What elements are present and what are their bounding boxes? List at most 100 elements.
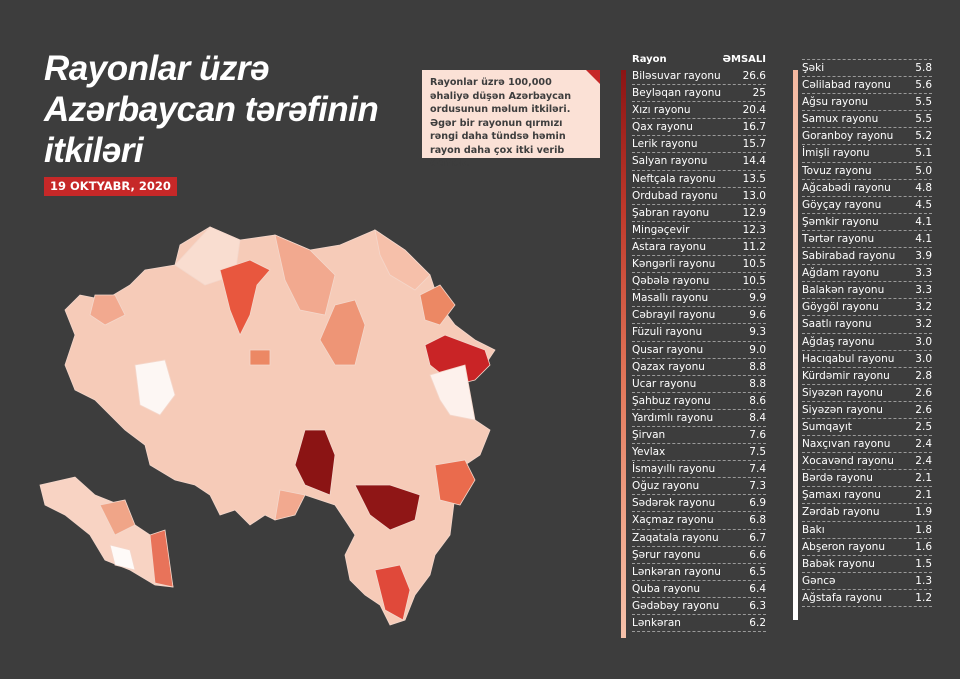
table-row: Ağdaş rayonu 3.0 xyxy=(802,334,932,351)
table-row: Zərdab rayonu 1.9 xyxy=(802,504,932,522)
table-row: Xaçmaz rayonu 6.8 xyxy=(632,512,766,530)
ratio-value: 3.0 xyxy=(915,352,932,365)
info-text: Rayonlar üzrə 100,000 əhaliyə düşən Azər… xyxy=(430,77,572,169)
corner-triangle-icon xyxy=(586,70,600,84)
title-line: Rayonlar üzrə xyxy=(44,49,269,88)
district-name: Göyçay rayonu xyxy=(802,198,882,211)
ratio-value: 7.3 xyxy=(749,480,766,493)
ratio-value: 3.3 xyxy=(915,284,932,297)
district-name: Ağstafa rayonu xyxy=(802,591,883,604)
district-name: Bərdə rayonu xyxy=(802,472,873,485)
district-name: Bakı xyxy=(802,523,825,536)
table-row: Salyan rayonu 14.4 xyxy=(632,153,766,171)
map-region xyxy=(249,349,271,366)
table-row: Abşeron rayonu 1.6 xyxy=(802,539,932,556)
district-name: Beyləqan rayonu xyxy=(632,87,722,100)
table-row: İsmayıllı rayonu 7.4 xyxy=(632,461,766,479)
table-row: Şərur rayonu 6.6 xyxy=(632,547,766,564)
table-row: Kürdəmir rayonu 2.8 xyxy=(802,368,932,385)
table-row: Qəbələ rayonu 10.5 xyxy=(632,273,766,291)
district-name: Siyəzən rayonu xyxy=(802,403,883,416)
district-name: Göygöl rayonu xyxy=(802,301,879,314)
map-region xyxy=(274,234,336,316)
district-name: Masallı rayonu xyxy=(632,292,709,305)
map-region xyxy=(374,229,431,291)
ratio-value: 9.0 xyxy=(749,343,766,356)
ratio-value: 3.0 xyxy=(915,335,932,348)
table-row: Bakı 1.8 xyxy=(802,522,932,539)
table-row: Bərdə rayonu 2.1 xyxy=(802,470,932,488)
ratio-value: 11.2 xyxy=(742,240,766,253)
ratio-value: 9.6 xyxy=(749,309,766,322)
map-region xyxy=(89,294,126,326)
district-name: Naxçıvan rayonu xyxy=(802,438,891,451)
ratio-value: 1.8 xyxy=(915,523,932,536)
district-name: Kürdəmir rayonu xyxy=(802,369,890,382)
ratio-value: 25 xyxy=(752,87,766,100)
ratio-value: 8.8 xyxy=(749,377,766,390)
district-name: Qax rayonu xyxy=(632,121,693,134)
map-region xyxy=(354,484,421,531)
ratio-value: 20.4 xyxy=(742,104,766,117)
ratio-value: 4.5 xyxy=(915,198,932,211)
district-name: Hacıqabul rayonu xyxy=(802,352,895,365)
ratio-value: 3.9 xyxy=(915,250,932,263)
table-row: Ağstafa rayonu 1.2 xyxy=(802,590,932,607)
map-region xyxy=(134,359,176,416)
table-row: Tərtər rayonu 4.1 xyxy=(802,231,932,249)
table-row: Şəmkir rayonu 4.1 xyxy=(802,214,932,231)
table-row: Masallı rayonu 9.9 xyxy=(632,290,766,308)
map-region xyxy=(374,564,411,621)
table-row: Göygöl rayonu 3.2 xyxy=(802,299,932,317)
district-name: Abşeron rayonu xyxy=(802,540,885,553)
district-name: Xaçmaz rayonu xyxy=(632,514,714,527)
district-name: Balakən rayonu xyxy=(802,284,885,297)
district-name: İsmayıllı rayonu xyxy=(632,463,716,476)
table-row: Şabran rayonu 12.9 xyxy=(632,205,766,222)
map-region xyxy=(294,429,336,496)
district-name: Füzuli rayonu xyxy=(632,326,703,339)
table-row: Saatlı rayonu 3.2 xyxy=(802,316,932,334)
district-name: Quba rayonu xyxy=(632,582,701,595)
table-row: Siyəzən rayonu 2.6 xyxy=(802,402,932,419)
district-name: Ağdam rayonu xyxy=(802,267,880,280)
district-name: Sumqayıt xyxy=(802,420,852,433)
district-name: Tovuz rayonu xyxy=(802,164,872,177)
district-name: Ağdaş rayonu xyxy=(802,335,875,348)
table-row: Şəki 5.8 xyxy=(802,60,932,78)
district-name: Astara rayonu xyxy=(632,240,706,253)
ratio-value: 6.7 xyxy=(749,531,766,544)
table-row: İmişli rayonu 5.1 xyxy=(802,145,932,163)
district-name: Şirvan xyxy=(632,428,666,441)
ratio-value: 3.2 xyxy=(915,318,932,331)
district-name: Yevlax xyxy=(632,446,666,459)
ratio-value: 12.9 xyxy=(742,206,766,219)
ratio-value: 8.6 xyxy=(749,394,766,407)
table-row: Qazax rayonu 8.8 xyxy=(632,359,766,376)
map-region xyxy=(219,259,271,336)
table-row: Ordubad rayonu 13.0 xyxy=(632,188,766,205)
table-row: Şamaxı rayonu 2.1 xyxy=(802,487,932,505)
ratio-value: 5.6 xyxy=(915,79,932,92)
ratio-value: 2.6 xyxy=(915,403,932,416)
district-name: Biləsuvar rayonu xyxy=(632,70,721,82)
table-row: Xızı rayonu 20.4 xyxy=(632,102,766,120)
ratio-value: 4.1 xyxy=(915,232,932,245)
district-name: Şabran rayonu xyxy=(632,206,710,219)
district-name: Şamaxı rayonu xyxy=(802,489,881,502)
ratio-value: 7.5 xyxy=(749,446,766,459)
table-row: Lənkəran 6.2 xyxy=(632,615,766,633)
district-name: Cəbrayıl rayonu xyxy=(632,309,716,322)
azerbaijan-choropleth-map xyxy=(39,226,496,626)
table-row: Ağdam rayonu 3.3 xyxy=(802,265,932,283)
map-region xyxy=(434,459,476,506)
district-name: Oğuz rayonu xyxy=(632,480,700,493)
ratio-value: 6.8 xyxy=(749,514,766,527)
ratio-value: 1.5 xyxy=(915,557,932,570)
ratio-value: 5.1 xyxy=(915,147,932,160)
district-name: Siyəzən rayonu xyxy=(802,386,883,399)
title-line: Azərbaycan tərəfinin xyxy=(44,90,379,129)
ratio-value: 7.6 xyxy=(749,428,766,441)
district-name: Ucar rayonu xyxy=(632,377,697,390)
ratio-value: 5.0 xyxy=(915,164,932,177)
